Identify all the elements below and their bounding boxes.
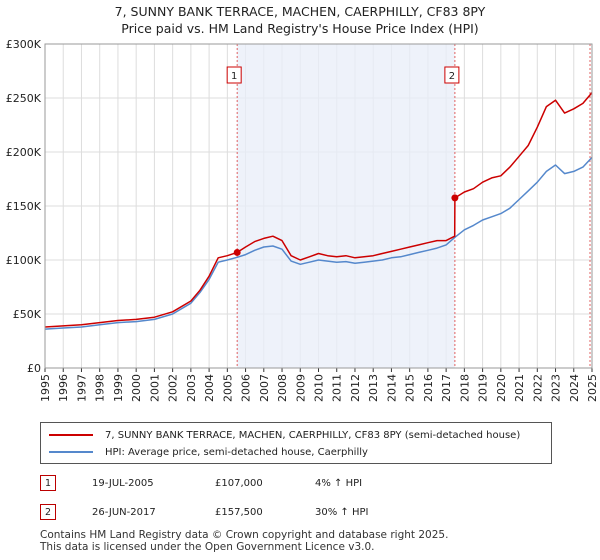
x-tick-label: 2016 [422, 374, 435, 402]
x-tick-label: 2022 [531, 374, 544, 402]
x-tick-label: 2018 [458, 374, 471, 402]
x-tick-label: 2009 [294, 374, 307, 402]
legend-label-property: 7, SUNNY BANK TERRACE, MACHEN, CAERPHILL… [105, 429, 521, 441]
legend-swatch-hpi [49, 451, 93, 453]
x-tick-label: 2019 [477, 374, 490, 402]
y-tick-label: £300K [6, 38, 42, 51]
sale-hpi-1: 4% ↑ HPI [315, 477, 363, 489]
x-tick-label: 2025 [586, 374, 599, 402]
x-tick-label: 1999 [112, 374, 125, 402]
x-tick-label: 2001 [148, 374, 161, 402]
series-lines [44, 92, 593, 330]
x-tick-label: 2013 [367, 374, 380, 402]
legend-label-hpi: HPI: Average price, semi-detached house,… [105, 446, 368, 458]
sale-price-2: £157,500 [215, 506, 263, 518]
x-tick-label: 2004 [203, 374, 216, 402]
x-tick-label: 2000 [130, 374, 143, 402]
y-tick-label: £100K [6, 254, 42, 267]
sale-point-1 [233, 248, 241, 256]
x-tick-label: 2015 [404, 374, 417, 402]
y-tick-label: £200K [6, 146, 42, 159]
sale-row-2: 2 26-JUN-2017 £157,500 30% ↑ HPI [40, 503, 560, 521]
footer-line-1: Contains HM Land Registry data © Crown c… [40, 529, 449, 541]
sale-date-1: 19-JUL-2005 [92, 477, 154, 489]
sale-label-2: 2 [449, 71, 455, 82]
legend-swatch-property [49, 434, 93, 436]
sale-hpi-2: 30% ↑ HPI [315, 506, 369, 518]
sale-row-1: 1 19-JUL-2005 £107,000 4% ↑ HPI [40, 474, 560, 492]
x-tick-label: 2005 [221, 374, 234, 402]
sale-label-1: 1 [231, 71, 237, 82]
chart-subtitle: Price paid vs. HM Land Registry's House … [121, 21, 479, 36]
sale-date-2: 26-JUN-2017 [92, 506, 156, 518]
x-tick-label: 2003 [185, 374, 198, 402]
plot-border [44, 43, 593, 369]
footer-line-2: This data is licensed under the Open Gov… [40, 541, 375, 553]
x-tick-label: 2021 [513, 374, 526, 402]
y-tick-label: £50K [13, 308, 42, 321]
sale-badge-2: 2 [40, 504, 56, 520]
x-tick-label: 1996 [57, 374, 70, 402]
hpi-line [44, 156, 593, 330]
x-tick-label: 1997 [75, 374, 88, 402]
chart-title: 7, SUNNY BANK TERRACE, MACHEN, CAERPHILL… [114, 4, 486, 19]
sale-label-box-1 [226, 66, 242, 84]
property-price-line [44, 92, 593, 328]
x-tick-label: 2020 [495, 374, 508, 402]
legend-item-hpi: HPI: Average price, semi-detached house,… [49, 445, 368, 459]
sale-price-1: £107,000 [215, 477, 263, 489]
y-tick-label: £150K [6, 200, 42, 213]
y-tick-label: £250K [6, 92, 42, 105]
x-tick-label: 2012 [349, 374, 362, 402]
legend: 7, SUNNY BANK TERRACE, MACHEN, CAERPHILL… [40, 422, 552, 464]
x-tick-label: 1995 [39, 374, 52, 402]
x-tick-label: 2008 [276, 374, 289, 402]
x-tick-label: 2014 [385, 374, 398, 402]
x-tick-label: 2011 [331, 374, 344, 402]
sale-badge-1: 1 [40, 475, 56, 491]
footer: Contains HM Land Registry data © Crown c… [40, 529, 448, 553]
sale-point-2 [451, 194, 459, 202]
x-tick-label: 2002 [167, 374, 180, 402]
x-tick-label: 2017 [440, 374, 453, 402]
x-tick-label: 2023 [550, 374, 563, 402]
y-tick-label: £0 [27, 362, 41, 375]
x-tick-label: 1998 [94, 374, 107, 402]
sale-label-box-2 [444, 66, 460, 84]
legend-item-property: 7, SUNNY BANK TERRACE, MACHEN, CAERPHILL… [49, 428, 520, 442]
x-tick-label: 2024 [568, 374, 581, 402]
x-tick-label: 2006 [240, 374, 253, 402]
x-tick-label: 2007 [258, 374, 271, 402]
x-tick-label: 2010 [313, 374, 326, 402]
shaded-period [237, 44, 455, 368]
